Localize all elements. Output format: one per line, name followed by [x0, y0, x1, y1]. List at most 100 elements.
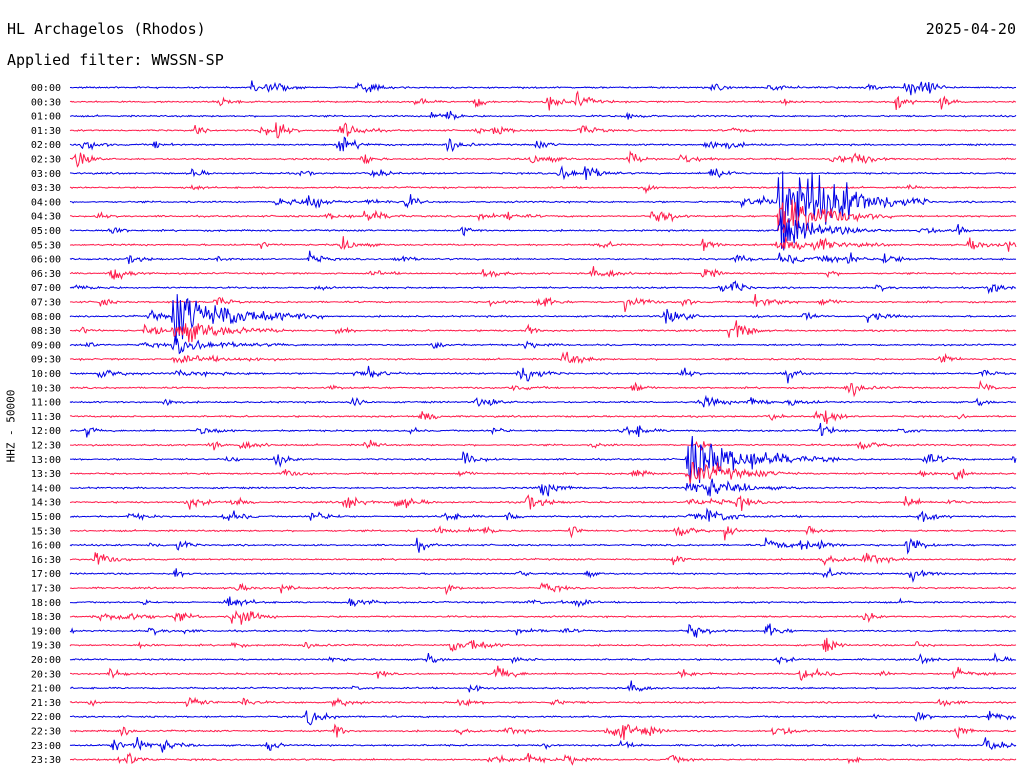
time-tick-label: 04:30: [31, 212, 61, 223]
time-tick-label: 01:30: [31, 126, 61, 137]
time-tick-label: 04:00: [31, 197, 61, 208]
time-tick-label: 16:00: [31, 541, 61, 552]
time-tick-label: 06:30: [31, 269, 61, 280]
trace-line-0430: [69, 199, 1017, 237]
time-tick-label: 14:00: [31, 483, 61, 494]
trace-line-0630: [69, 266, 1017, 280]
time-tick-label: 13:30: [31, 469, 61, 480]
time-tick-label: 06:00: [31, 255, 61, 266]
trace-line-1200: [69, 422, 1017, 438]
trace-line-2000: [69, 652, 1017, 665]
trace-line-1400: [69, 478, 1017, 497]
time-tick-labels: 00:00 00:30 01:00 01:30 02:00 02:30 03:00 03:30…: [31, 83, 61, 766]
trace-line-0800: [69, 294, 1017, 342]
time-tick-label: 15:00: [31, 512, 61, 523]
trace-line-0400: [69, 171, 1017, 251]
time-tick-label: 18:30: [31, 612, 61, 623]
time-tick-label: 09:00: [31, 340, 61, 351]
trace-line-2230: [70, 723, 1017, 741]
date-label: 2025-04-20: [925, 20, 1016, 38]
trace-line-0230: [69, 150, 1017, 168]
trace-line-1830: [69, 609, 1017, 625]
time-tick-label: 05:30: [31, 240, 61, 251]
trace-line-1600: [69, 537, 1017, 555]
trace-line-0300: [69, 165, 1017, 181]
trace-line-1230: [70, 439, 1017, 451]
time-tick-label: 11:00: [31, 398, 61, 409]
time-tick-label: 12:30: [31, 441, 61, 452]
time-tick-label: 21:00: [31, 684, 61, 695]
station-title: HL Archagelos (Rhodos): [7, 20, 206, 38]
filter-label: Applied filter: WWSSN-SP: [7, 51, 224, 69]
trace-line-1000: [69, 365, 1017, 384]
time-tick-label: 00:00: [31, 83, 61, 94]
time-tick-label: 10:00: [31, 369, 61, 380]
time-tick-label: 03:30: [31, 183, 61, 194]
trace-line-0500: [69, 216, 1017, 244]
trace-line-0100: [69, 110, 1017, 121]
time-tick-label: 22:00: [31, 712, 61, 723]
trace-group: [69, 80, 1017, 766]
time-tick-label: 07:30: [31, 298, 61, 309]
trace-line-0530: [69, 236, 1017, 252]
time-tick-label: 09:30: [31, 355, 61, 366]
trace-line-1700: [69, 566, 1017, 583]
trace-line-0330: [69, 183, 1017, 195]
time-tick-label: 08:00: [31, 312, 61, 323]
trace-line-0930: [69, 351, 1017, 365]
trace-line-1800: [70, 596, 1017, 608]
trace-line-1900: [69, 623, 1017, 638]
trace-line-0730: [69, 294, 1017, 313]
time-tick-label: 21:30: [31, 698, 61, 709]
time-tick-label: 23:00: [31, 741, 61, 752]
time-tick-label: 07:00: [31, 283, 61, 294]
trace-line-1330: [69, 462, 1017, 485]
time-tick-label: 10:30: [31, 383, 61, 394]
trace-line-0830: [69, 320, 1017, 343]
trace-line-1030: [69, 379, 1017, 398]
trace-line-1730: [69, 582, 1017, 596]
time-tick-label: 11:30: [31, 412, 61, 423]
trace-line-0200: [69, 136, 1017, 153]
time-tick-label: 16:30: [31, 555, 61, 566]
time-tick-label: 02:00: [31, 140, 61, 151]
time-tick-label: 03:00: [31, 169, 61, 180]
time-tick-label: 22:30: [31, 727, 61, 738]
time-tick-label: 18:00: [31, 598, 61, 609]
time-tick-label: 19:00: [31, 626, 61, 637]
trace-line-2130: [69, 696, 1017, 708]
time-tick-label: 20:30: [31, 669, 61, 680]
time-tick-label: 17:30: [31, 584, 61, 595]
trace-line-1530: [69, 525, 1017, 541]
trace-line-1130: [69, 410, 1017, 425]
trace-line-2030: [70, 665, 1017, 681]
time-tick-label: 02:30: [31, 155, 61, 166]
time-tick-label: 17:00: [31, 569, 61, 580]
trace-line-0000: [69, 80, 1017, 96]
trace-line-0030: [69, 90, 1017, 111]
trace-line-1500: [70, 507, 1017, 522]
trace-line-2100: [70, 680, 1017, 693]
time-tick-label: 12:00: [31, 426, 61, 437]
time-tick-label: 20:00: [31, 655, 61, 666]
time-tick-label: 05:00: [31, 226, 61, 237]
time-tick-label: 00:30: [31, 97, 61, 108]
trace-line-1930: [69, 637, 1017, 653]
trace-line-0900: [69, 335, 1017, 355]
time-tick-label: 19:30: [31, 641, 61, 652]
trace-line-2330: [69, 752, 1017, 766]
trace-line-2200: [69, 710, 1017, 726]
time-tick-label: 14:30: [31, 498, 61, 509]
time-tick-label: 08:30: [31, 326, 61, 337]
trace-line-2300: [69, 737, 1017, 753]
time-tick-label: 01:00: [31, 112, 61, 123]
trace-line-0700: [69, 280, 1017, 295]
time-tick-label: 23:30: [31, 755, 61, 766]
trace-line-1300: [69, 435, 1017, 484]
time-tick-label: 15:30: [31, 526, 61, 537]
trace-line-1430: [70, 494, 1017, 512]
trace-line-1630: [69, 552, 1017, 567]
trace-line-0130: [69, 122, 1017, 139]
trace-line-1100: [69, 394, 1017, 408]
